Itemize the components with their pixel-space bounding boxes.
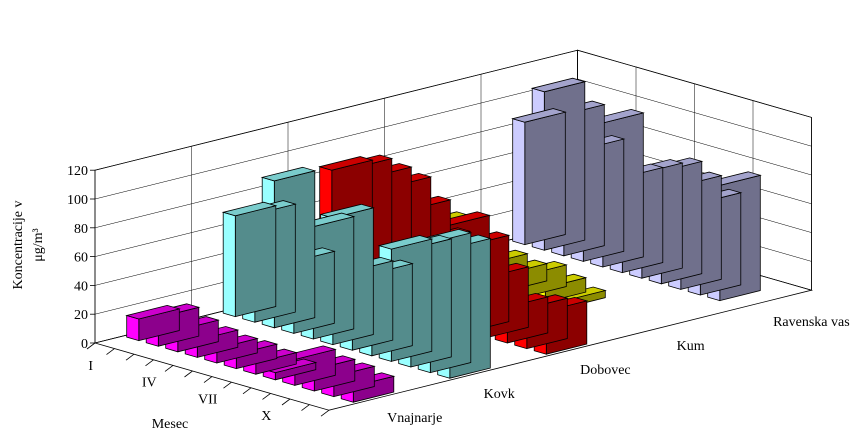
x-tick-mark <box>281 398 291 406</box>
x-tick-mark <box>86 342 96 350</box>
x-tick-mark <box>184 370 193 378</box>
bar-front <box>512 118 526 246</box>
bar-side <box>524 111 566 246</box>
x-tick-label: I <box>88 359 93 374</box>
y-tick-label: 0 <box>81 337 88 352</box>
y-tick-label: 80 <box>74 222 88 237</box>
bar-top <box>377 235 434 250</box>
bar-top <box>260 166 317 182</box>
y-tick-label: 100 <box>67 193 88 208</box>
x-tick-mark <box>223 381 232 389</box>
bar <box>511 108 567 246</box>
chart-bars <box>125 77 762 403</box>
series-label: Dobovec <box>580 363 631 378</box>
bar-side <box>234 205 277 318</box>
bar-front <box>222 211 236 318</box>
bar-top <box>125 304 181 320</box>
y-tick-label: 60 <box>74 251 88 266</box>
y-axis-unit: μg/m³ <box>31 228 46 261</box>
bar-top <box>511 108 567 123</box>
bar <box>221 201 278 318</box>
y-tick-label: 120 <box>67 164 88 179</box>
y-tick-label: 20 <box>74 308 88 323</box>
x-tick-mark <box>106 348 115 355</box>
x-tick-mark <box>125 353 135 361</box>
x-tick-mark <box>320 409 330 417</box>
x-tick-mark <box>203 376 213 383</box>
series-label: Vnajnarje <box>387 411 442 426</box>
series-label: Kovk <box>484 387 515 402</box>
bar-top <box>221 201 278 217</box>
series-label: Ravenska vas <box>773 315 850 330</box>
x-tick-mark <box>145 359 154 367</box>
x-axis-label: Mesec <box>152 417 189 431</box>
bar <box>125 304 181 342</box>
bar-top <box>318 156 374 171</box>
x-tick-mark <box>262 393 271 400</box>
bar-front <box>126 314 140 342</box>
x-tick-label: VII <box>198 392 218 407</box>
x-tick-label: X <box>261 409 271 424</box>
chart-ticks: 0 20 40 60 80 100 120 I IV VII X Vnajnarje Kovk Dobov… <box>67 164 850 426</box>
y-axis-label: Koncentracije v <box>11 200 26 289</box>
x-tick-mark <box>242 387 252 395</box>
x-tick-mark <box>164 365 174 372</box>
x-tick-mark <box>301 404 310 411</box>
bar-top <box>530 77 587 93</box>
series-label: Kum <box>677 339 705 354</box>
y-tick-label: 40 <box>74 279 88 294</box>
x-tick-label: IV <box>142 376 157 391</box>
